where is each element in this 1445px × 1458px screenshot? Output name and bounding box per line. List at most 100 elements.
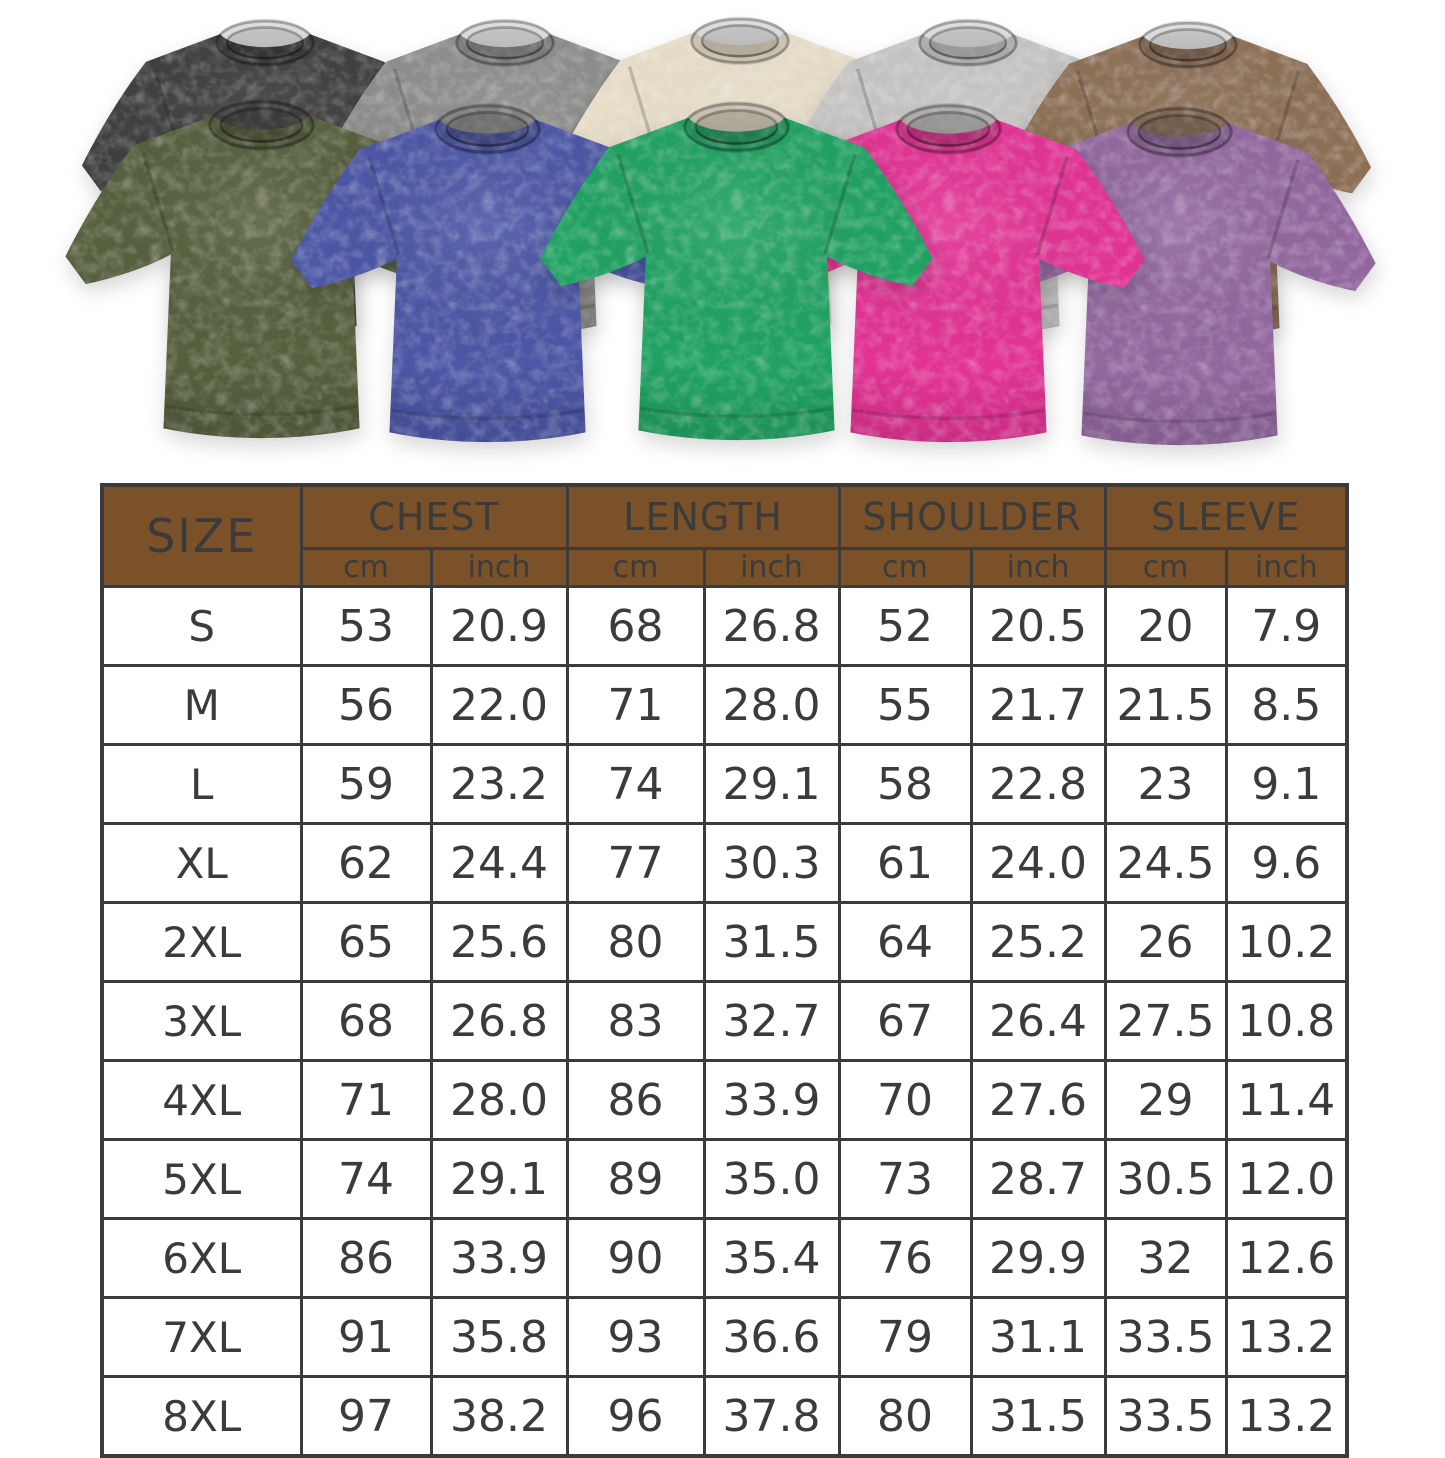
cell-chest-inch: 20.9 (429, 585, 569, 667)
cell-chest-cm: 62 (299, 822, 433, 904)
cell-chest-inch: 28.0 (429, 1059, 569, 1141)
cell-shoulder-inch: 31.1 (969, 1296, 1107, 1378)
cell-sleeve-inch: 12.0 (1224, 1138, 1349, 1220)
cell-size: 2XL (100, 901, 303, 983)
header-shoulder: SHOULDER (837, 483, 1107, 550)
size-chart-table: SIZE CHEST LENGTH SHOULDER SLEEVE cm inc… (100, 483, 1350, 1458)
cell-sleeve-inch: 9.1 (1224, 743, 1349, 825)
header-chest: CHEST (299, 483, 569, 550)
cell-shoulder-inch: 28.7 (969, 1138, 1107, 1220)
cell-length-cm: 96 (565, 1375, 706, 1458)
cell-chest-cm: 91 (299, 1296, 433, 1378)
cell-chest-inch: 33.9 (429, 1217, 569, 1299)
cell-chest-inch: 24.4 (429, 822, 569, 904)
cell-shoulder-inch: 25.2 (969, 901, 1107, 983)
cell-length-cm: 80 (565, 901, 706, 983)
cell-length-inch: 26.8 (702, 585, 841, 667)
cell-chest-cm: 59 (299, 743, 433, 825)
cell-sleeve-cm: 30.5 (1103, 1138, 1228, 1220)
cell-sleeve-inch: 11.4 (1224, 1059, 1349, 1141)
cell-sleeve-inch: 10.2 (1224, 901, 1349, 983)
header-length-cm: cm (565, 547, 706, 588)
cell-shoulder-cm: 73 (837, 1138, 973, 1220)
cell-size: XL (100, 822, 303, 904)
cell-length-inch: 33.9 (702, 1059, 841, 1141)
cell-sleeve-inch: 8.5 (1224, 664, 1349, 746)
header-size: SIZE (100, 483, 303, 588)
size-row: XL 62 24.4 77 30.3 61 24.0 24.5 9.6 (100, 822, 1349, 904)
header-shoulder-cm: cm (837, 547, 973, 588)
cell-sleeve-inch: 7.9 (1224, 585, 1349, 667)
header-row-groups: SIZE CHEST LENGTH SHOULDER SLEEVE (100, 483, 1349, 588)
size-row: 5XL 74 29.1 89 35.0 73 28.7 30.5 12.0 (100, 1138, 1349, 1220)
cell-length-cm: 77 (565, 822, 706, 904)
header-sleeve-inch: inch (1224, 547, 1349, 588)
cell-sleeve-cm: 27.5 (1103, 980, 1228, 1062)
size-row: 2XL 65 25.6 80 31.5 64 25.2 26 10.2 (100, 901, 1349, 983)
cell-shoulder-cm: 80 (837, 1375, 973, 1458)
cell-size: 5XL (100, 1138, 303, 1220)
cell-shoulder-cm: 67 (837, 980, 973, 1062)
cell-sleeve-cm: 24.5 (1103, 822, 1228, 904)
cell-size: 7XL (100, 1296, 303, 1378)
cell-chest-cm: 97 (299, 1375, 433, 1458)
cell-sleeve-cm: 21.5 (1103, 664, 1228, 746)
header-chest-cm: cm (299, 547, 433, 588)
cell-chest-inch: 23.2 (429, 743, 569, 825)
cell-shoulder-inch: 29.9 (969, 1217, 1107, 1299)
cell-shoulder-inch: 27.6 (969, 1059, 1107, 1141)
cell-sleeve-inch: 10.8 (1224, 980, 1349, 1062)
product-photo-grid (0, 0, 1445, 478)
cell-shoulder-inch: 31.5 (969, 1375, 1107, 1458)
cell-chest-cm: 74 (299, 1138, 433, 1220)
cell-sleeve-cm: 26 (1103, 901, 1228, 983)
cell-length-inch: 37.8 (702, 1375, 841, 1458)
size-row: 7XL 91 35.8 93 36.6 79 31.1 33.5 13.2 (100, 1296, 1349, 1378)
cell-length-cm: 89 (565, 1138, 706, 1220)
cell-sleeve-inch: 13.2 (1224, 1375, 1349, 1458)
cell-length-cm: 86 (565, 1059, 706, 1141)
cell-shoulder-cm: 58 (837, 743, 973, 825)
cell-length-inch: 35.4 (702, 1217, 841, 1299)
cell-length-cm: 74 (565, 743, 706, 825)
cell-chest-inch: 22.0 (429, 664, 569, 746)
cell-length-cm: 93 (565, 1296, 706, 1378)
cell-length-inch: 31.5 (702, 901, 841, 983)
size-row: L 59 23.2 74 29.1 58 22.8 23 9.1 (100, 743, 1349, 825)
cell-shoulder-inch: 24.0 (969, 822, 1107, 904)
header-row-units: cm inch cm inch cm inch cm inch (102, 547, 1349, 588)
header-chest-inch: inch (429, 547, 569, 588)
size-row: 8XL 97 38.2 96 37.8 80 31.5 33.5 13.2 (100, 1375, 1349, 1458)
cell-length-inch: 36.6 (702, 1296, 841, 1378)
cell-length-cm: 83 (565, 980, 706, 1062)
header-sleeve: SLEEVE (1103, 483, 1349, 550)
cell-shoulder-inch: 22.8 (969, 743, 1107, 825)
cell-sleeve-inch: 13.2 (1224, 1296, 1349, 1378)
cell-size: M (100, 664, 303, 746)
cell-length-inch: 29.1 (702, 743, 841, 825)
size-row: 3XL 68 26.8 83 32.7 67 26.4 27.5 10.8 (100, 980, 1349, 1062)
cell-shoulder-inch: 26.4 (969, 980, 1107, 1062)
cell-sleeve-cm: 33.5 (1103, 1375, 1228, 1458)
cell-chest-cm: 65 (299, 901, 433, 983)
cell-chest-inch: 29.1 (429, 1138, 569, 1220)
header-shoulder-inch: inch (969, 547, 1107, 588)
cell-shoulder-cm: 64 (837, 901, 973, 983)
cell-sleeve-cm: 33.5 (1103, 1296, 1228, 1378)
cell-length-cm: 71 (565, 664, 706, 746)
cell-sleeve-cm: 23 (1103, 743, 1228, 825)
cell-shoulder-cm: 55 (837, 664, 973, 746)
cell-chest-inch: 38.2 (429, 1375, 569, 1458)
cell-size: 4XL (100, 1059, 303, 1141)
cell-shoulder-cm: 79 (837, 1296, 973, 1378)
size-row: S 53 20.9 68 26.8 52 20.5 20 7.9 (100, 585, 1349, 667)
size-row: 6XL 86 33.9 90 35.4 76 29.9 32 12.6 (100, 1217, 1349, 1299)
cell-chest-cm: 53 (299, 585, 433, 667)
cell-chest-inch: 25.6 (429, 901, 569, 983)
size-row: M 56 22.0 71 28.0 55 21.7 21.5 8.5 (100, 664, 1349, 746)
cell-chest-cm: 68 (299, 980, 433, 1062)
cell-length-inch: 35.0 (702, 1138, 841, 1220)
cell-shoulder-cm: 70 (837, 1059, 973, 1141)
cell-chest-inch: 26.8 (429, 980, 569, 1062)
cell-shoulder-cm: 61 (837, 822, 973, 904)
